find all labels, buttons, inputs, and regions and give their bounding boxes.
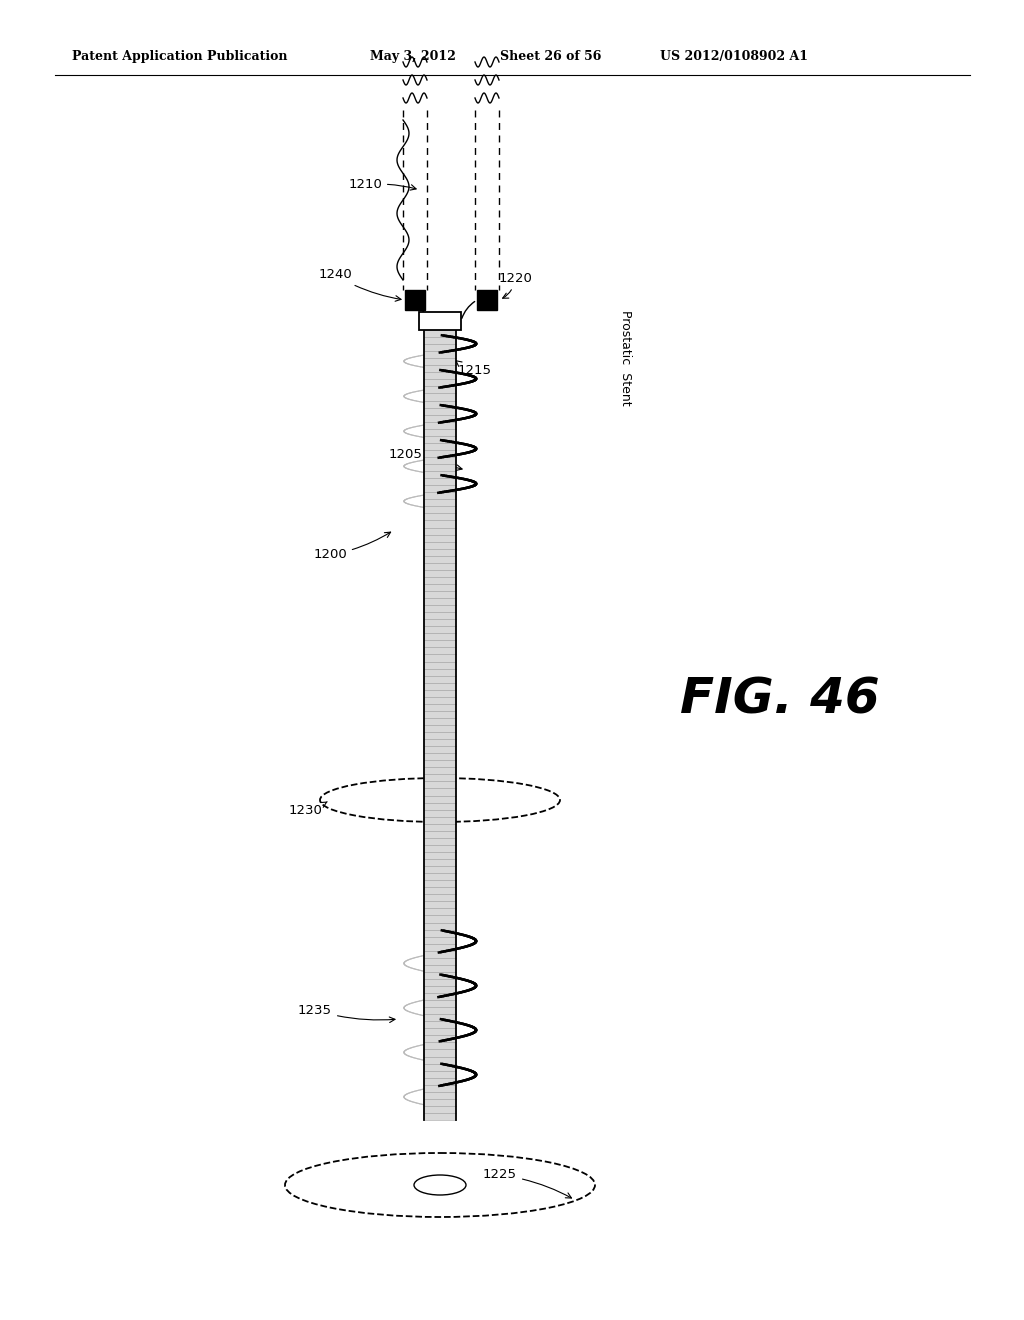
Text: 1230: 1230	[288, 801, 328, 817]
Bar	[419, 312, 461, 330]
FancyArrowPatch shape	[421, 302, 425, 318]
Text: May 3, 2012: May 3, 2012	[370, 50, 456, 63]
Bar	[477, 290, 497, 310]
Text: US 2012/0108902 A1: US 2012/0108902 A1	[660, 50, 808, 63]
Ellipse shape	[319, 777, 560, 822]
Text: 1210: 1210	[348, 178, 416, 191]
Text: 1240: 1240	[318, 268, 401, 301]
Text: 1220: 1220	[498, 272, 531, 298]
Ellipse shape	[414, 1175, 466, 1195]
Text: FIG. 46: FIG. 46	[680, 676, 880, 723]
Text: Prostatic  Stent: Prostatic Stent	[618, 310, 632, 405]
Text: Patent Application Publication: Patent Application Publication	[72, 50, 288, 63]
Bar	[403, 110, 427, 290]
Bar	[406, 290, 425, 310]
Text: 1200: 1200	[313, 532, 390, 561]
FancyArrowPatch shape	[462, 301, 475, 318]
Bar	[424, 330, 456, 1119]
Text: 1225: 1225	[483, 1168, 571, 1199]
Text: Sheet 26 of 56: Sheet 26 of 56	[500, 50, 601, 63]
Text: 1235: 1235	[298, 1003, 395, 1023]
Ellipse shape	[285, 1152, 595, 1217]
Text: 1205: 1205	[388, 449, 462, 470]
Bar	[475, 110, 499, 290]
Text: 1215: 1215	[456, 360, 492, 376]
